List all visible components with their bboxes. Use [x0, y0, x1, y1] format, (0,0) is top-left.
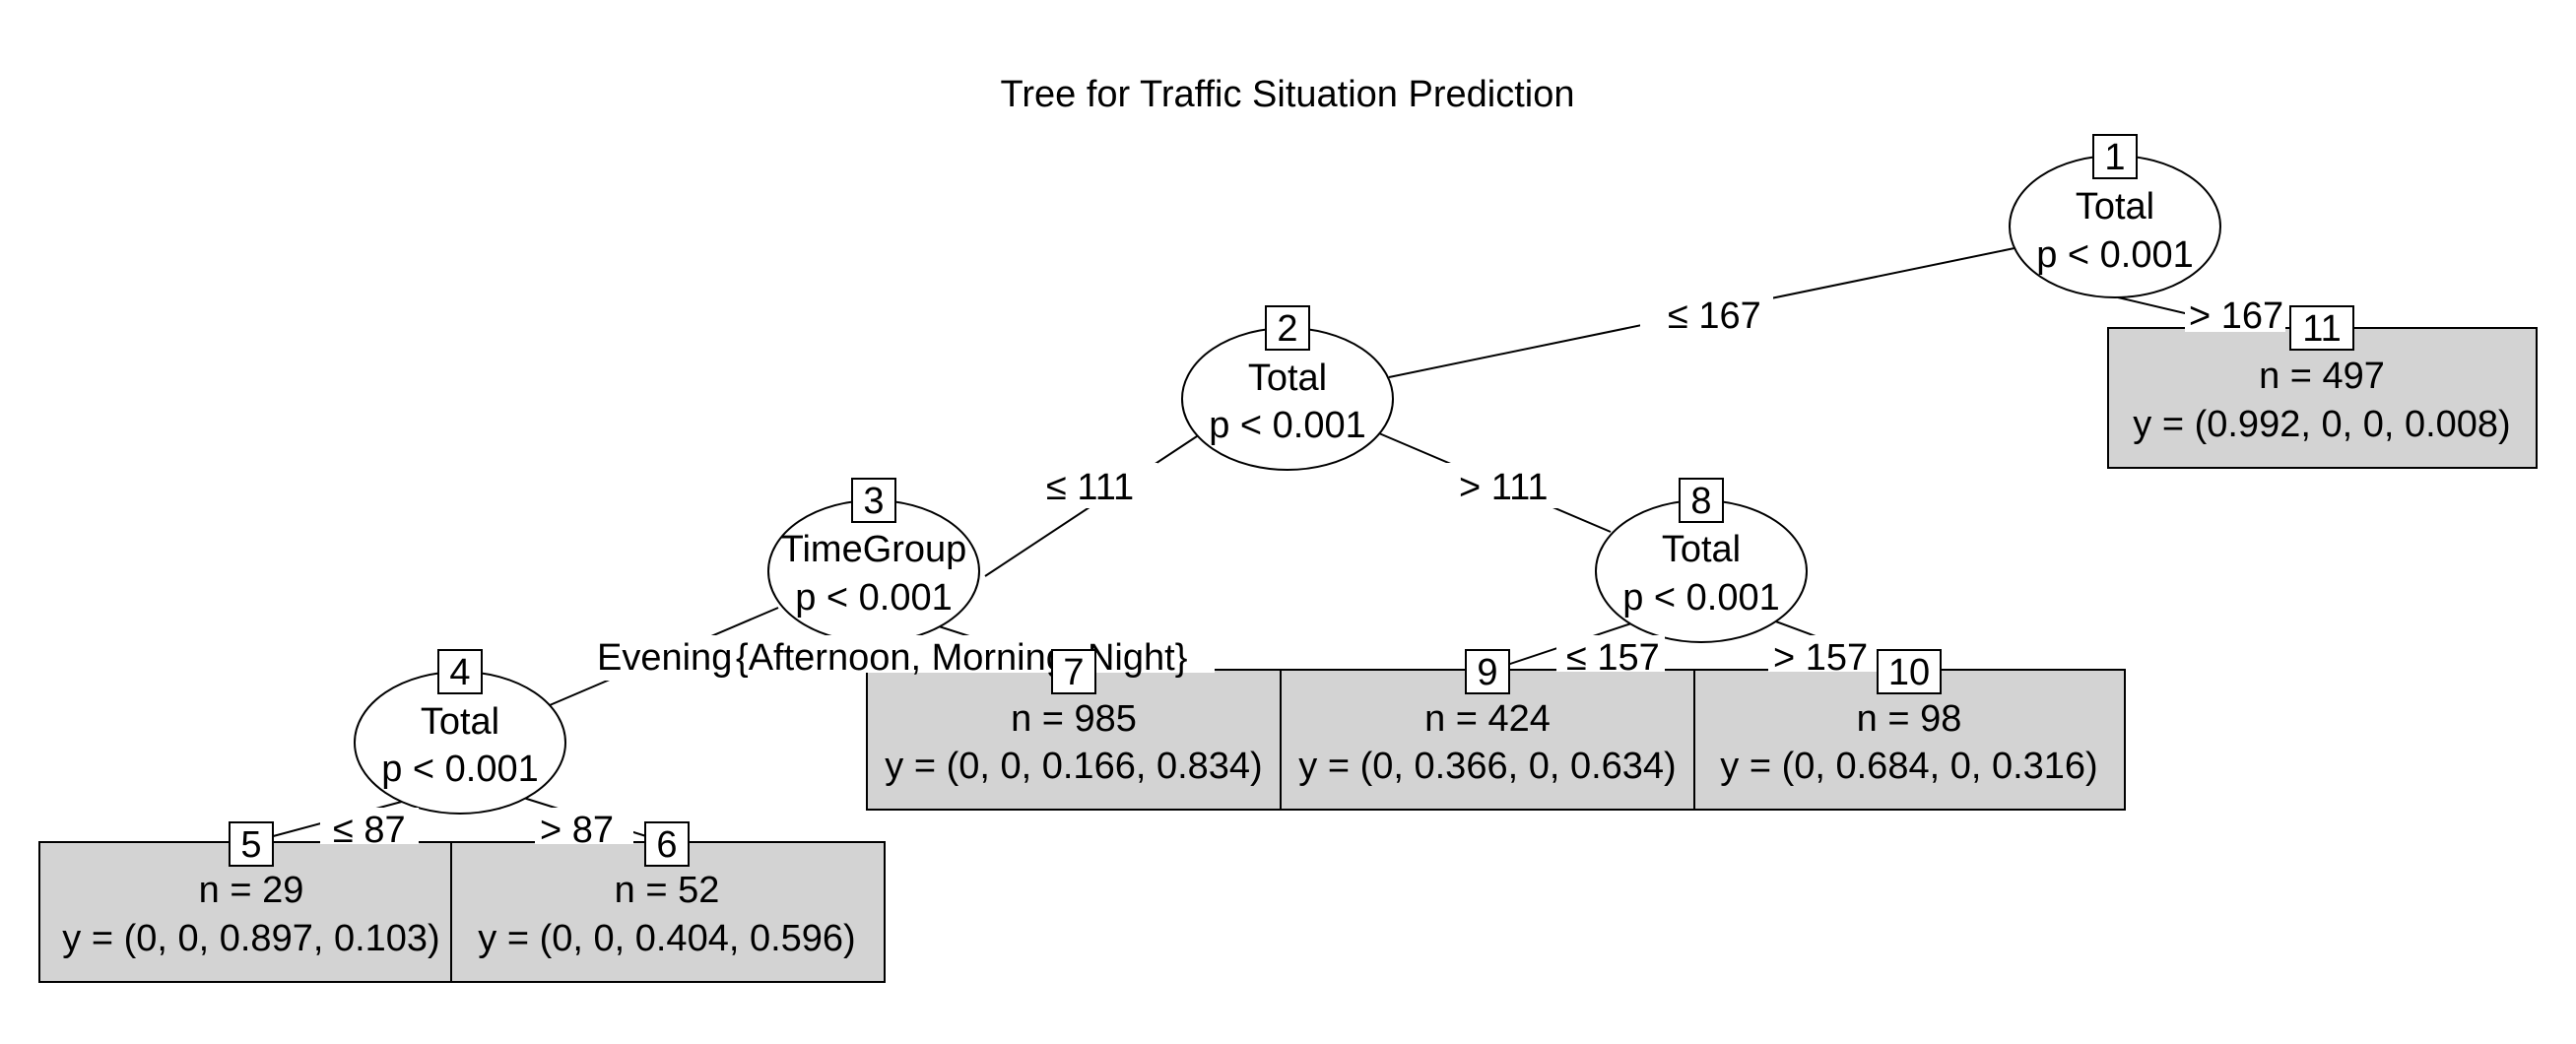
chart-title: Tree for Traffic Situation Prediction: [1001, 74, 1575, 115]
leaf-y-9: y = (0, 0.366, 0, 0.634): [1298, 746, 1676, 787]
edge-label-8-9: ≤ 157: [1566, 637, 1660, 679]
node-pvalue-8: p < 0.001: [1622, 577, 1780, 619]
leaf-n-7: n = 985: [1011, 698, 1137, 740]
leaf-n-5: n = 29: [199, 870, 304, 911]
node-pvalue-4: p < 0.001: [381, 749, 539, 790]
edge-label-3-4: Evening: [597, 637, 732, 679]
leaf-y-5: y = (0, 0, 0.897, 0.103): [62, 918, 439, 959]
node-id-11: 11: [2302, 308, 2341, 350]
node-pvalue-3: p < 0.001: [795, 577, 953, 619]
leaf-y-6: y = (0, 0, 0.404, 0.596): [478, 918, 855, 959]
edge-label-1-2: ≤ 167: [1668, 295, 1761, 337]
node-id-7: 7: [1063, 652, 1084, 693]
leaf-labels: n = 497 y = (0.992, 0, 0, 0.008) n = 985…: [62, 356, 2510, 959]
node-id-8: 8: [1690, 481, 1711, 522]
node-id-1: 1: [2104, 137, 2125, 178]
node-ids: 1 2 3 4 8 11 7 9 10 5 6: [229, 134, 2354, 867]
edge-label-8-10: > 157: [1773, 637, 1868, 679]
edge-label-2-3: ≤ 111: [1046, 467, 1134, 508]
node-id-9: 9: [1477, 652, 1497, 693]
node-id-3: 3: [863, 481, 884, 522]
leaf-n-11: n = 497: [2259, 356, 2385, 397]
edge-label-4-6: > 87: [540, 810, 614, 851]
leaf-y-7: y = (0, 0, 0.166, 0.834): [885, 746, 1262, 787]
node-variable-4: Total: [421, 701, 499, 743]
node-pvalue-1: p < 0.001: [2036, 234, 2194, 276]
leaf-y-10: y = (0, 0.684, 0, 0.316): [1720, 746, 2097, 787]
node-id-4: 4: [449, 652, 470, 693]
node-id-2: 2: [1277, 308, 1297, 350]
node-id-10: 10: [1888, 652, 1930, 693]
node-pvalue-2: p < 0.001: [1209, 405, 1366, 446]
edge-label-3-7: {Afternoon, Morning, Night}: [736, 637, 1187, 679]
edge-label-4-5: ≤ 87: [333, 810, 406, 851]
leaf-y-11: y = (0.992, 0, 0, 0.008): [2133, 404, 2510, 445]
leaf-n-9: n = 424: [1424, 698, 1551, 740]
node-variable-2: Total: [1248, 358, 1327, 399]
leaf-n-6: n = 52: [615, 870, 720, 911]
node-variable-1: Total: [2076, 186, 2154, 228]
node-id-5: 5: [240, 824, 261, 866]
node-variable-3: TimeGroup: [781, 529, 967, 570]
edge-label-2-8: > 111: [1459, 467, 1549, 508]
node-variable-8: Total: [1662, 529, 1741, 570]
leaf-n-10: n = 98: [1857, 698, 1962, 740]
inner-node-labels: Total p < 0.001 Total p < 0.001 TimeGrou…: [381, 186, 2194, 790]
edge-labels: ≤ 167 > 167 ≤ 111 > 111 Evening {Afterno…: [320, 293, 2285, 851]
node-id-6: 6: [656, 824, 677, 866]
edge-label-1-11: > 167: [2189, 295, 2283, 337]
